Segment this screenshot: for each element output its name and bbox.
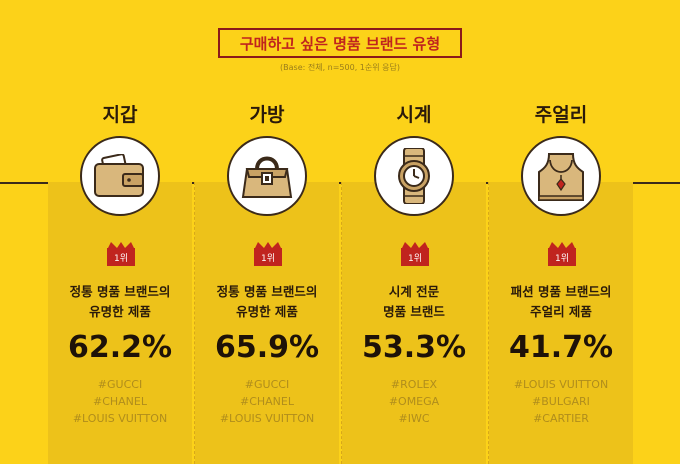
- description-line: 유명한 제품: [236, 304, 298, 319]
- rank-badge: 1위: [107, 242, 135, 266]
- brand-tags: #ROLEX #OMEGA #IWC: [342, 376, 486, 427]
- description-line: 유명한 제품: [89, 304, 151, 319]
- description-line: 명품 브랜드: [383, 304, 445, 319]
- percentage-value: 62.2%: [67, 330, 173, 365]
- brand-tag: #CHANEL: [92, 395, 147, 408]
- brand-tag: #ROLEX: [390, 378, 438, 391]
- category-label: 시계: [396, 104, 432, 126]
- rank-label: 1위: [107, 248, 135, 266]
- percentage-value: 65.9%: [214, 330, 320, 365]
- brand-tag: #LOUIS VUITTON: [513, 378, 609, 391]
- column-panel: [48, 182, 192, 464]
- handbag-icon: [227, 136, 307, 216]
- column-panel: [489, 182, 633, 464]
- column-separator: [194, 182, 195, 464]
- description-line: 정통 명품 브랜드의: [216, 284, 318, 299]
- brand-tag: #IWC: [398, 412, 430, 425]
- description-line: 정통 명품 브랜드의: [69, 284, 171, 299]
- rank-label: 1위: [254, 248, 282, 266]
- wallet-icon: [80, 136, 160, 216]
- chart-title: 구매하고 싶은 명품 브랜드 유형: [218, 28, 462, 58]
- description: 패션 명품 브랜드의 주얼리 제품: [489, 282, 633, 322]
- brand-tag: #CARTIER: [533, 412, 589, 425]
- rank-label: 1위: [401, 248, 429, 266]
- brand-tag: #OMEGA: [388, 395, 440, 408]
- brand-tag: #GUCCI: [244, 378, 290, 391]
- watch-icon: [374, 136, 454, 216]
- column-separator: [341, 182, 342, 464]
- description-line: 시계 전문: [388, 284, 440, 299]
- description: 정통 명품 브랜드의 유명한 제품: [48, 282, 192, 322]
- rank-badge: 1위: [548, 242, 576, 266]
- timeline-divider: [0, 182, 680, 184]
- rank-badge: 1위: [254, 242, 282, 266]
- column-separator: [488, 182, 489, 464]
- base-note: (Base: 전체, n=500, 1순위 응답): [280, 63, 400, 72]
- brand-tag: #LOUIS VUITTON: [219, 412, 315, 425]
- category-label: 지갑: [102, 104, 138, 126]
- column-panel: [342, 182, 486, 464]
- percentage-value: 41.7%: [508, 330, 614, 365]
- percentage-value: 53.3%: [361, 330, 467, 365]
- brand-tags: #GUCCI #CHANEL #LOUIS VUITTON: [195, 376, 339, 427]
- description-line: 패션 명품 브랜드의: [510, 284, 612, 299]
- description: 시계 전문 명품 브랜드: [342, 282, 486, 322]
- column-panel: [195, 182, 339, 464]
- description-line: 주얼리 제품: [530, 304, 592, 319]
- rank-badge: 1위: [401, 242, 429, 266]
- brand-tag: #BULGARI: [532, 395, 590, 408]
- category-label: 주얼리: [534, 104, 588, 126]
- brand-tags: #GUCCI #CHANEL #LOUIS VUITTON: [48, 376, 192, 427]
- necklace-icon: [521, 136, 601, 216]
- description: 정통 명품 브랜드의 유명한 제품: [195, 282, 339, 322]
- brand-tag: #LOUIS VUITTON: [72, 412, 168, 425]
- rank-label: 1위: [548, 248, 576, 266]
- brand-tag: #GUCCI: [97, 378, 143, 391]
- category-label: 가방: [249, 104, 285, 126]
- brand-tags: #LOUIS VUITTON #BULGARI #CARTIER: [489, 376, 633, 427]
- brand-tag: #CHANEL: [239, 395, 294, 408]
